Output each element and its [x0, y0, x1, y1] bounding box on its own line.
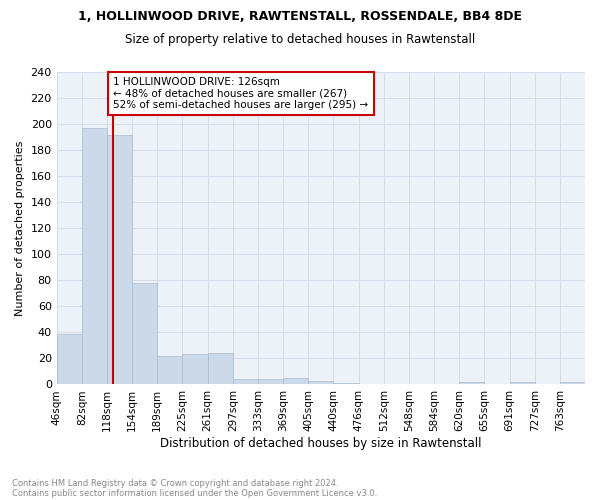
- Y-axis label: Number of detached properties: Number of detached properties: [15, 140, 25, 316]
- Bar: [82, 128, 107, 384]
- Bar: [132, 282, 157, 384]
- Bar: [560, 382, 585, 384]
- Bar: [509, 382, 535, 384]
- Bar: [208, 353, 233, 384]
- Bar: [258, 379, 283, 384]
- Bar: [459, 382, 484, 384]
- Text: Contains public sector information licensed under the Open Government Licence v3: Contains public sector information licen…: [12, 488, 377, 498]
- Text: Contains HM Land Registry data © Crown copyright and database right 2024.: Contains HM Land Registry data © Crown c…: [12, 478, 338, 488]
- Bar: [283, 378, 308, 384]
- Bar: [308, 380, 334, 384]
- Bar: [334, 383, 359, 384]
- Bar: [233, 379, 258, 384]
- Text: 1, HOLLINWOOD DRIVE, RAWTENSTALL, ROSSENDALE, BB4 8DE: 1, HOLLINWOOD DRIVE, RAWTENSTALL, ROSSEN…: [78, 10, 522, 23]
- Bar: [182, 354, 208, 384]
- Bar: [107, 136, 132, 384]
- Text: 1 HOLLINWOOD DRIVE: 126sqm
← 48% of detached houses are smaller (267)
52% of sem: 1 HOLLINWOOD DRIVE: 126sqm ← 48% of deta…: [113, 76, 368, 110]
- Bar: [56, 334, 82, 384]
- Bar: [157, 356, 182, 384]
- Text: Size of property relative to detached houses in Rawtenstall: Size of property relative to detached ho…: [125, 32, 475, 46]
- X-axis label: Distribution of detached houses by size in Rawtenstall: Distribution of detached houses by size …: [160, 437, 482, 450]
